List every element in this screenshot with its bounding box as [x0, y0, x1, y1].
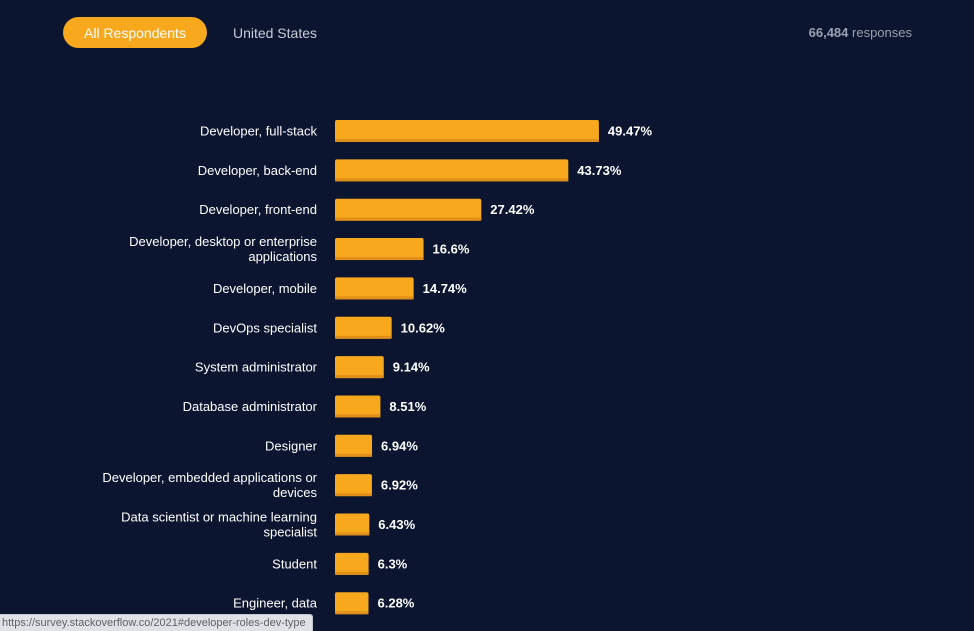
- value-label: 14.74%: [423, 281, 468, 296]
- category-label: DevOps specialist: [213, 320, 317, 335]
- category-label-line: Developer, full-stack: [200, 124, 318, 139]
- category-label-line: Data scientist or machine learning: [121, 510, 317, 525]
- bar[interactable]: [335, 356, 384, 379]
- category-label: Engineer, data: [233, 596, 318, 611]
- value-label: 27.42%: [490, 202, 535, 217]
- bar[interactable]: [335, 277, 414, 300]
- category-label-line: Developer, back-end: [198, 163, 317, 178]
- value-label: 6.92%: [381, 478, 418, 493]
- bar[interactable]: [335, 592, 369, 615]
- category-label: Developer, front-end: [199, 202, 317, 217]
- category-label-line: DevOps specialist: [213, 320, 317, 335]
- bar-row: 10.62% DevOps specialist: [213, 316, 446, 339]
- status-bar-url: https://survey.stackoverflow.co/2021#dev…: [0, 614, 313, 631]
- tab-all-respondents[interactable]: All Respondents: [63, 17, 207, 48]
- category-label-line: System administrator: [195, 360, 318, 375]
- category-label: Developer, mobile: [213, 281, 317, 296]
- bar-row: 14.74% Developer, mobile: [213, 277, 468, 300]
- bar-row: 6.94% Designer: [265, 434, 418, 457]
- category-label-line: Developer, mobile: [213, 281, 317, 296]
- category-label: Designer: [265, 438, 318, 453]
- responses-count: 66,484 responses: [809, 25, 912, 40]
- category-label-line: applications: [248, 249, 317, 264]
- bar[interactable]: [335, 120, 599, 142]
- bar-row: 16.6% Developer, desktop or enterprise app…: [129, 234, 470, 264]
- bar-row: 6.3% Student: [272, 552, 408, 575]
- category-label-line: Developer, front-end: [199, 202, 317, 217]
- category-label: Developer, desktop or enterprise applicat…: [129, 234, 317, 264]
- responses-number: 66,484: [808, 25, 849, 40]
- category-label-line: Database administrator: [183, 399, 318, 414]
- bar-shade: [335, 257, 424, 261]
- bar-shade: [335, 611, 369, 615]
- bar-shade: [335, 296, 414, 300]
- category-label: Developer, full-stack: [200, 124, 318, 139]
- bar-shade: [335, 139, 599, 142]
- category-label-line: Developer, embedded applications or: [102, 470, 317, 485]
- bar-row: 6.28% Engineer, data: [233, 592, 415, 615]
- tab-united-states[interactable]: United States: [232, 24, 318, 41]
- value-label: 8.51%: [389, 399, 426, 414]
- bar[interactable]: [335, 395, 381, 418]
- category-label-line: Developer, desktop or enterprise: [129, 234, 317, 249]
- value-label: 10.62%: [401, 320, 446, 335]
- value-label: 43.73%: [577, 163, 622, 178]
- bar[interactable]: [335, 159, 569, 182]
- bar-row: 6.92% Developer, embedded applications or…: [102, 470, 418, 500]
- bar-shade: [335, 335, 392, 339]
- category-label: Developer, embedded applications or devic…: [102, 470, 317, 500]
- bar-shade: [335, 532, 370, 536]
- category-label: System administrator: [195, 360, 318, 375]
- category-label: Database administrator: [183, 399, 318, 414]
- responses-suffix: responses: [852, 25, 912, 40]
- bar-shade: [335, 453, 373, 457]
- bar-row: 9.14% System administrator: [195, 356, 430, 379]
- bar[interactable]: [335, 198, 482, 221]
- bar-shade: [335, 571, 369, 575]
- category-label: Data scientist or machine learning specia…: [121, 510, 317, 540]
- bar-row: 8.51% Database administrator: [183, 395, 427, 418]
- value-label: 9.14%: [393, 360, 430, 375]
- bar-shade: [335, 178, 569, 182]
- category-label-line: Student: [272, 556, 317, 571]
- bar-shade: [335, 493, 372, 497]
- bar[interactable]: [335, 552, 369, 575]
- bar[interactable]: [335, 316, 392, 339]
- value-label: 6.94%: [381, 438, 418, 453]
- value-label: 6.43%: [378, 517, 415, 532]
- bar[interactable]: [335, 238, 424, 261]
- bar-row: 27.42% Developer, front-end: [199, 198, 535, 221]
- bar-shade: [335, 414, 381, 418]
- bar[interactable]: [335, 474, 372, 497]
- respondent-tabs: All Respondents United States: [63, 17, 338, 48]
- value-label: 49.47%: [608, 124, 653, 139]
- value-label: 6.3%: [378, 556, 408, 571]
- value-label: 16.6%: [433, 242, 470, 257]
- value-label: 6.28%: [378, 596, 415, 611]
- bar[interactable]: [335, 434, 373, 457]
- bar-shade: [335, 217, 482, 221]
- category-label: Developer, back-end: [198, 163, 317, 178]
- category-label-line: specialist: [264, 525, 318, 540]
- bar-row: 49.47% Developer, full-stack: [200, 120, 653, 142]
- category-label-line: Designer: [265, 438, 318, 453]
- bar-row: 6.43% Data scientist or machine learning s…: [121, 510, 415, 540]
- bar-row: 43.73% Developer, back-end: [198, 159, 622, 182]
- bar-shade: [335, 375, 384, 379]
- category-label-line: Engineer, data: [233, 596, 318, 611]
- category-label-line: devices: [273, 485, 318, 500]
- category-label: Student: [272, 556, 317, 571]
- bar[interactable]: [335, 513, 370, 536]
